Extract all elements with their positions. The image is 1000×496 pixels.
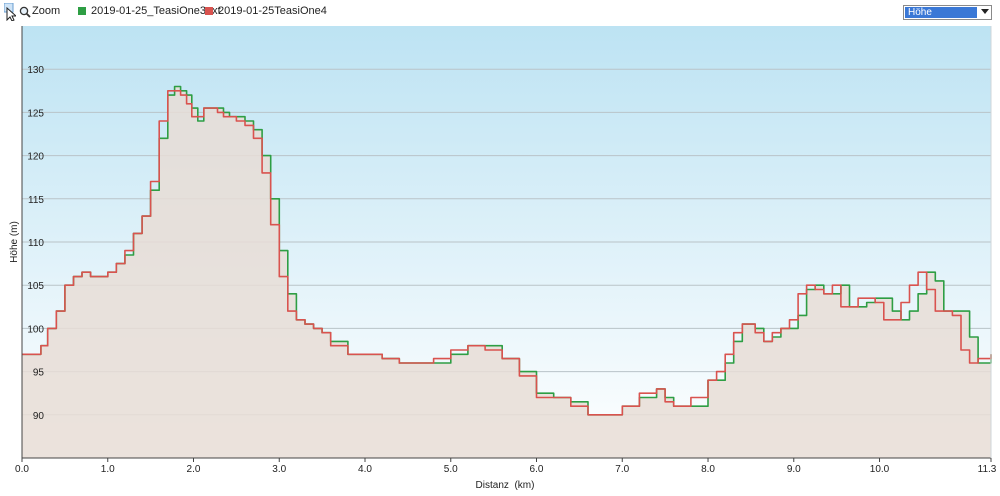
legend-label-series-1: 2019-01-25_TeasiOne3ext bbox=[91, 5, 221, 17]
y-axis-label: Höhe (m) bbox=[9, 221, 20, 263]
x-axis-label: Distanz (km) bbox=[476, 480, 535, 491]
x-tick-label: 8.0 bbox=[701, 464, 715, 475]
metric-select[interactable]: Höhe bbox=[903, 5, 992, 20]
x-tick-label: 9.0 bbox=[787, 464, 801, 475]
series-line-1 bbox=[22, 85, 992, 416]
x-tick-label: 6.0 bbox=[530, 464, 544, 475]
legend-label-series-2: 2019-01-25TeasiOne4 bbox=[218, 5, 327, 17]
y-tick-label: 115 bbox=[28, 195, 44, 206]
legend-item-series-1[interactable]: 2019-01-25_TeasiOne3ext bbox=[78, 5, 221, 17]
legend-swatch-red bbox=[205, 7, 213, 15]
metric-select-value: Höhe bbox=[905, 7, 977, 18]
elevation-area bbox=[22, 86, 991, 458]
y-tick-label: 95 bbox=[33, 368, 45, 379]
x-tick-label: 0.0 bbox=[15, 464, 29, 475]
cursor-icon[interactable] bbox=[3, 2, 18, 26]
x-tick-label: 2.0 bbox=[187, 464, 201, 475]
x-tick-labels: 0.0 1.0 2.0 3.0 4.0 5.0 6.0 7.0 8.0 9.0 10.0 11.3 bbox=[15, 458, 997, 475]
x-tick-label: 4.0 bbox=[358, 464, 372, 475]
series-lines bbox=[22, 85, 992, 416]
chevron-down-icon[interactable] bbox=[981, 9, 989, 14]
elevation-area-fill bbox=[22, 86, 991, 458]
y-tick-label: 105 bbox=[27, 281, 44, 292]
legend-swatch-green bbox=[78, 7, 86, 15]
y-tick-label: 130 bbox=[27, 65, 44, 76]
y-tick-label: 125 bbox=[27, 108, 44, 119]
legend-item-series-2[interactable]: 2019-01-25TeasiOne4 bbox=[205, 5, 327, 17]
y-tick-label: 90 bbox=[33, 411, 45, 422]
x-tick-label: 11.3 bbox=[978, 464, 997, 475]
zoom-button[interactable]: Zoom bbox=[32, 5, 61, 17]
y-tick-label: 110 bbox=[28, 238, 44, 249]
y-tick-label: 100 bbox=[27, 324, 44, 335]
y-tick-label: 120 bbox=[27, 152, 44, 163]
x-tick-label: 3.0 bbox=[272, 464, 286, 475]
x-tick-label: 5.0 bbox=[444, 464, 458, 475]
x-tick-label: 1.0 bbox=[101, 464, 115, 475]
x-tick-label: 7.0 bbox=[615, 464, 629, 475]
y-tick-labels: 90 95 100 105 110 115 120 125 130 bbox=[27, 65, 44, 422]
chart-toolbar: Zoom 2019-01-25_TeasiOne3ext 2019-01-25T… bbox=[0, 0, 1000, 24]
x-tick-label: 10.0 bbox=[870, 464, 890, 475]
magnifier-icon[interactable] bbox=[19, 5, 31, 23]
series-line-2 bbox=[22, 90, 992, 416]
